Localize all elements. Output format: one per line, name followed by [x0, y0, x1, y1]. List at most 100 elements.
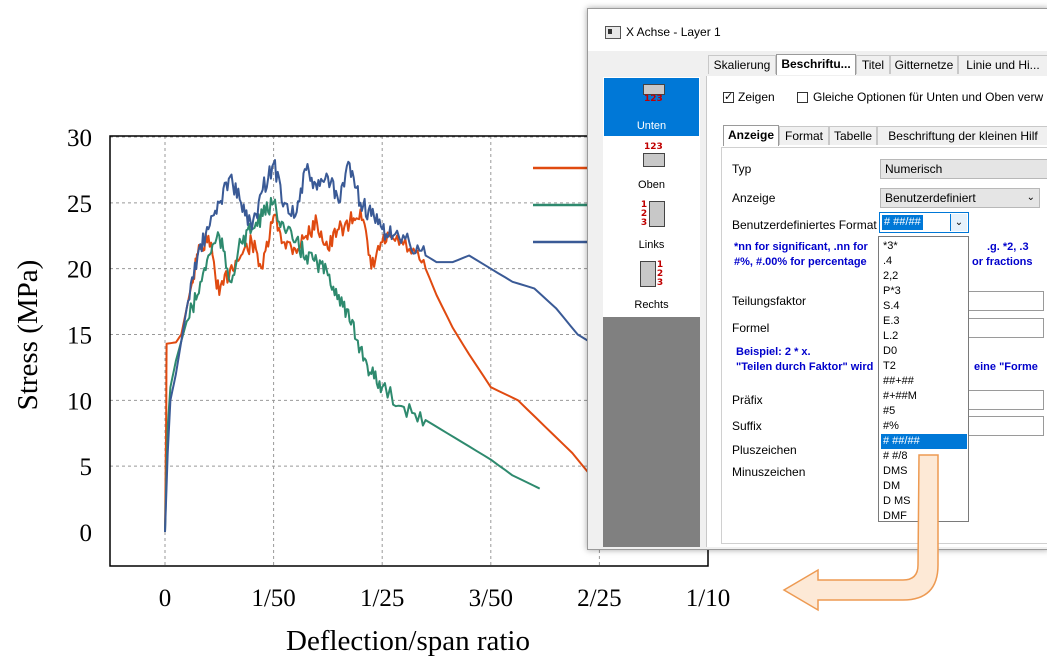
- main-tabs: Skalierung Beschriftu... Titel Gitternet…: [708, 54, 1047, 75]
- format-hint-1b: .g. *2, .3: [987, 241, 1029, 253]
- minuszeichen-label: Minuszeichen: [732, 465, 806, 479]
- dropdown-option[interactable]: 2,2: [883, 270, 899, 282]
- anzeige-select[interactable]: Benutzerdefiniert ⌄: [880, 188, 1040, 208]
- format-hint-2a: #%, #.00% for percentage: [734, 256, 867, 268]
- format-hint-2b: or fractions: [972, 256, 1033, 268]
- chevron-down-icon[interactable]: ⌄: [950, 214, 967, 231]
- pluszeichen-label: Pluszeichen: [732, 443, 797, 457]
- x-tick-label: 1/10: [686, 585, 730, 612]
- chart-series-group: [164, 159, 620, 533]
- bottom-axis-icon: 123: [640, 84, 665, 104]
- y-axis-ticks: 0 5 10 15 20 25 30: [67, 125, 92, 547]
- tab-skalierung[interactable]: Skalierung: [708, 55, 776, 74]
- suffix-input[interactable]: [962, 416, 1044, 436]
- x-axis-dialog: X Achse - Layer 1 Skalierung Beschriftu.…: [587, 8, 1047, 550]
- custom-format-label: Benutzerdefiniertes Format: [732, 218, 877, 232]
- y-tick-label: 5: [80, 454, 93, 481]
- dropdown-option[interactable]: #+##M: [883, 390, 917, 402]
- x-tick-label: 1/25: [360, 585, 404, 612]
- praefix-input[interactable]: [962, 390, 1044, 410]
- series-line: [164, 196, 541, 533]
- x-tick-label: 1/50: [251, 585, 295, 612]
- subtab-tabelle[interactable]: Tabelle: [829, 126, 877, 145]
- y-tick-label: 15: [67, 323, 92, 350]
- chevron-down-icon: ⌄: [1026, 192, 1035, 203]
- side-item-label: Unten: [636, 120, 667, 132]
- formula-hint-2b: eine "Forme: [974, 361, 1038, 373]
- dropdown-option[interactable]: DM: [883, 480, 901, 492]
- dropdown-option[interactable]: T2: [883, 360, 896, 372]
- dropdown-option[interactable]: # ##/##: [881, 434, 967, 449]
- tab-titel[interactable]: Titel: [856, 55, 890, 74]
- formula-hint-1: Beispiel: 2 * x.: [736, 346, 811, 358]
- formula-hint-2a: "Teilen durch Faktor" wird: [736, 361, 874, 373]
- praefix-label: Präfix: [732, 393, 763, 407]
- window-icon: [605, 26, 621, 39]
- top-axis-icon: 123: [640, 143, 665, 167]
- tab-gitternetze[interactable]: Gitternetze: [890, 55, 958, 74]
- x-tick-label: 3/50: [469, 585, 513, 612]
- suffix-label: Suffix: [732, 419, 762, 433]
- y-tick-label: 20: [67, 257, 92, 284]
- y-tick-label: 30: [67, 125, 92, 152]
- dropdown-option[interactable]: # #/8: [883, 450, 908, 462]
- side-item-label: Links: [638, 239, 665, 251]
- dropdown-option[interactable]: #5: [883, 405, 896, 417]
- formel-input[interactable]: [962, 318, 1044, 338]
- subtab-kleine-hilfs[interactable]: Beschriftung der kleinen Hilf: [877, 126, 1047, 145]
- teilungsfaktor-label: Teilungsfaktor: [732, 294, 807, 308]
- x-axis-ticks: 0 1/50 1/25 3/50 2/25 1/10: [159, 585, 730, 612]
- y-axis-label: Stress (MPa): [12, 260, 44, 411]
- same-options-checkbox[interactable]: [797, 92, 808, 103]
- series-line: [164, 208, 590, 533]
- typ-label: Typ: [732, 162, 752, 176]
- dropdown-option[interactable]: DMF: [883, 510, 907, 522]
- sub-tabs: Anzeige Format Tabelle Beschriftung der …: [723, 125, 1047, 146]
- dropdown-option[interactable]: L.2: [883, 330, 899, 342]
- beschriftung-panel: Zeigen Gleiche Optionen für Unten und Ob…: [706, 76, 1047, 547]
- side-item-unten[interactable]: 123 Unten: [604, 78, 699, 136]
- dialog-title: X Achse - Layer 1: [626, 25, 721, 39]
- formel-label: Formel: [732, 321, 770, 335]
- dropdown-option[interactable]: P*3: [883, 285, 901, 297]
- custom-format-combo[interactable]: # ##/## ⌄: [879, 212, 969, 233]
- dropdown-option[interactable]: .4: [883, 255, 893, 267]
- custom-format-value[interactable]: # ##/##: [882, 215, 923, 230]
- teilungsfaktor-input[interactable]: [962, 291, 1044, 311]
- dropdown-option[interactable]: D MS: [883, 495, 911, 507]
- dropdown-option[interactable]: *3*: [883, 240, 898, 252]
- format-hint-1a: *nn for significant, .nn for: [734, 241, 868, 253]
- dropdown-option[interactable]: #%: [883, 420, 899, 432]
- y-tick-label: 0: [80, 520, 93, 547]
- dropdown-option[interactable]: DMS: [883, 465, 908, 477]
- side-item-label: Rechts: [634, 299, 669, 311]
- dropdown-option[interactable]: S.4: [883, 300, 900, 312]
- anzeige-label: Anzeige: [732, 191, 776, 205]
- subtab-format[interactable]: Format: [779, 126, 829, 145]
- x-tick-label: 0: [159, 585, 172, 612]
- format-dropdown-list: *3* .4 2,2 P*3 S.4 E.3 L.2 D0 T2 ##+## #+##M #5 #% # …: [878, 236, 969, 522]
- zeigen-checkbox[interactable]: [723, 90, 734, 103]
- x-tick-label: 2/25: [577, 585, 621, 612]
- y-tick-label: 10: [67, 388, 92, 415]
- tab-linie-und-hi[interactable]: Linie und Hi...: [958, 55, 1047, 74]
- subtab-anzeige[interactable]: Anzeige: [723, 125, 779, 146]
- x-axis-label: Deflection/span ratio: [286, 625, 530, 657]
- zeigen-label: Zeigen: [738, 90, 775, 104]
- dropdown-option[interactable]: D0: [883, 345, 898, 357]
- dropdown-option[interactable]: E.3: [883, 315, 900, 327]
- tab-beschriftung[interactable]: Beschriftu...: [776, 54, 856, 75]
- typ-select[interactable]: Numerisch: [880, 159, 1047, 179]
- dropdown-option[interactable]: ##+##: [883, 375, 914, 387]
- same-options-label: Gleiche Optionen für Unten und Oben verw: [813, 90, 1044, 104]
- dialog-titlebar: X Achse - Layer 1: [588, 9, 1047, 51]
- side-item-oben[interactable]: 123 Oben: [604, 137, 699, 195]
- y-tick-label: 25: [67, 191, 92, 218]
